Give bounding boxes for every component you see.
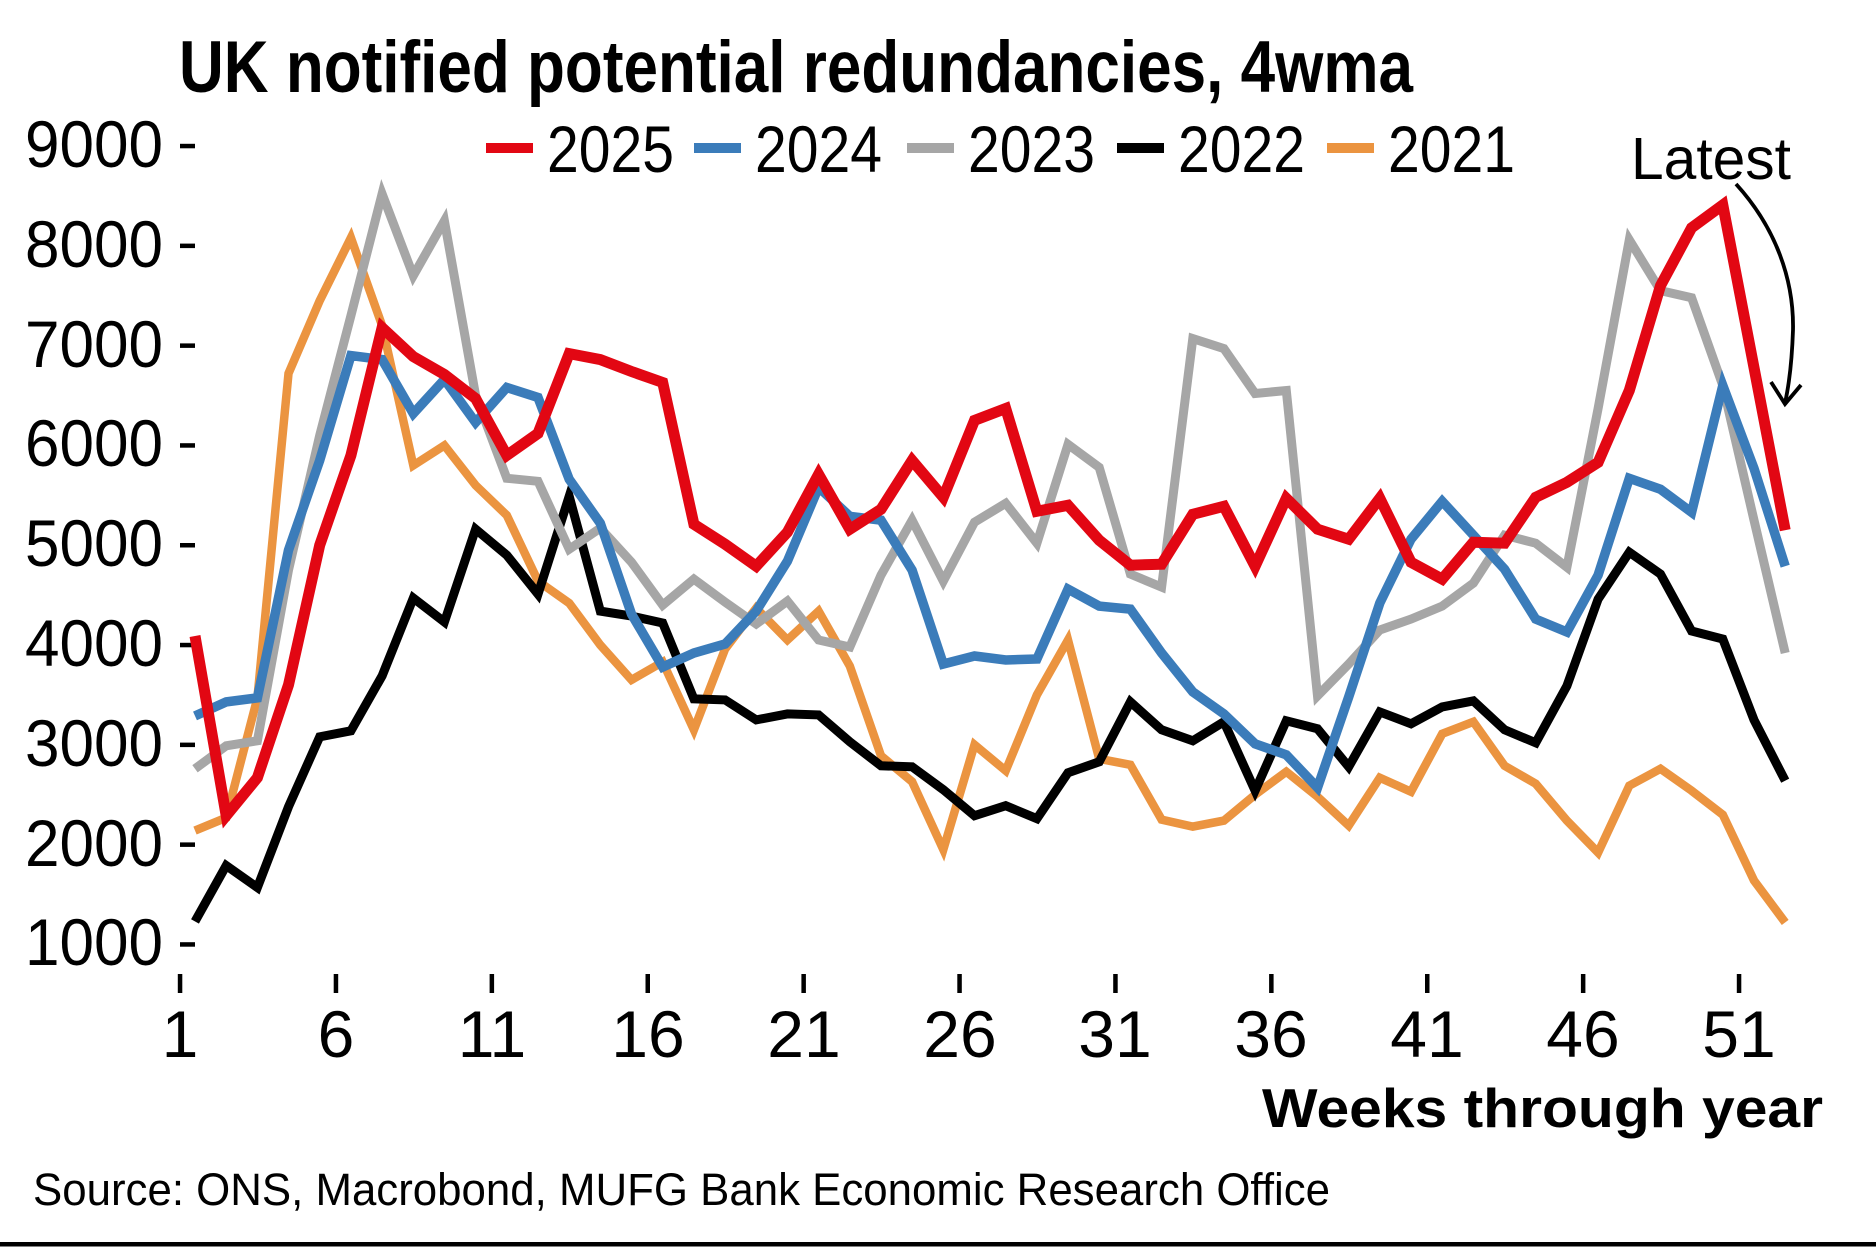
svg-text:51: 51 <box>1702 997 1775 1071</box>
svg-text:4000: 4000 <box>25 606 163 680</box>
svg-text:46: 46 <box>1546 997 1619 1071</box>
svg-text:2024: 2024 <box>755 112 882 186</box>
svg-text:16: 16 <box>611 997 684 1071</box>
svg-text:2000: 2000 <box>25 806 163 880</box>
svg-text:1000: 1000 <box>25 905 163 979</box>
svg-text:8000: 8000 <box>25 207 163 281</box>
svg-text:2021: 2021 <box>1388 112 1515 186</box>
svg-text:2022: 2022 <box>1178 112 1305 186</box>
svg-text:Latest: Latest <box>1631 126 1791 192</box>
svg-text:9000: 9000 <box>25 107 163 181</box>
svg-text:UK notified potential redundan: UK notified potential redundancies, 4wma <box>179 27 1414 108</box>
svg-text:31: 31 <box>1078 997 1151 1071</box>
svg-text:36: 36 <box>1234 997 1307 1071</box>
svg-text:2023: 2023 <box>968 112 1095 186</box>
svg-text:26: 26 <box>923 997 996 1071</box>
svg-text:2025: 2025 <box>547 112 674 186</box>
svg-text:5000: 5000 <box>25 506 163 580</box>
svg-text:11: 11 <box>458 997 527 1071</box>
svg-text:7000: 7000 <box>25 307 163 381</box>
svg-text:3000: 3000 <box>25 706 163 780</box>
svg-text:1: 1 <box>162 997 199 1071</box>
svg-text:6000: 6000 <box>25 406 163 480</box>
svg-text:6: 6 <box>318 997 355 1071</box>
svg-text:Weeks through year: Weeks through year <box>1262 1077 1823 1139</box>
svg-text:Source: ONS, Macrobond, MUFG B: Source: ONS, Macrobond, MUFG Bank Econom… <box>33 1164 1330 1215</box>
svg-text:41: 41 <box>1390 997 1463 1071</box>
svg-text:21: 21 <box>767 997 840 1071</box>
